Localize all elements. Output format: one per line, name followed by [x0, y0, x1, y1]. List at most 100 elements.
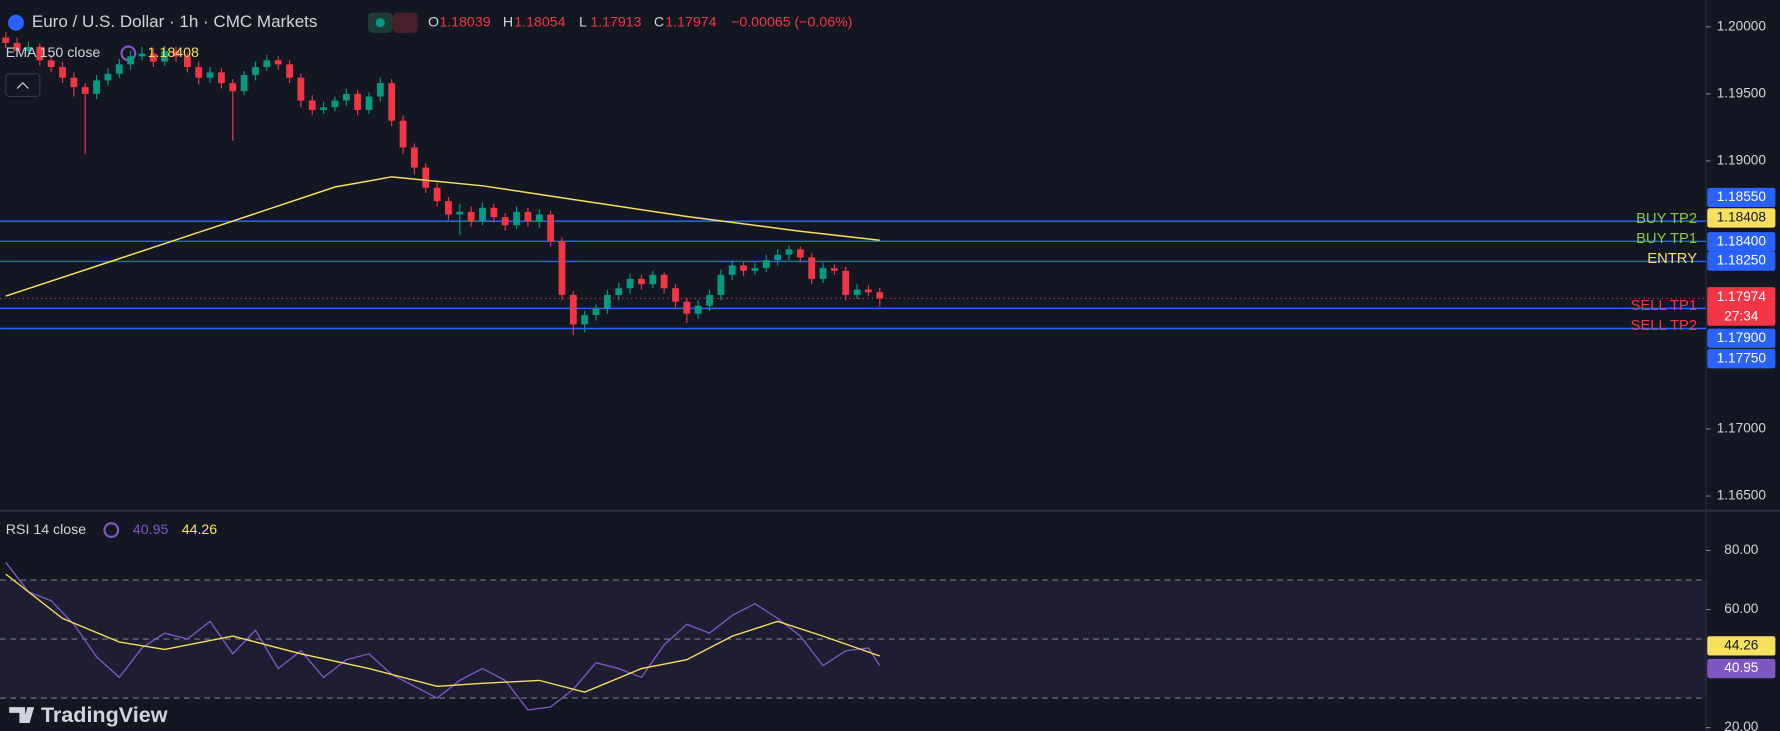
ohlc-key: H — [503, 14, 513, 30]
level-name: SELL TP1 — [1631, 298, 1697, 314]
rsi-legend-value: 40.95 — [133, 522, 169, 538]
y-tick-label: 1.17000 — [1717, 421, 1767, 436]
candle-body — [819, 268, 827, 279]
candle-body — [467, 211, 475, 222]
ohlc-value: 1.17913 — [590, 14, 641, 30]
candle-body — [581, 315, 589, 325]
candle-body — [138, 53, 146, 57]
candle-body — [785, 249, 793, 255]
candle-body — [740, 265, 747, 271]
candle-body — [410, 147, 418, 168]
candle-body — [354, 93, 362, 110]
ema-legend: EMA 150 close — [6, 45, 101, 61]
candle-body — [320, 107, 327, 110]
change: −0.00065 (−0.06%) — [731, 14, 852, 30]
status-dot — [375, 18, 385, 28]
rsi-badge-bg — [1707, 636, 1776, 656]
ohlc-key: C — [654, 14, 664, 30]
candle-body — [706, 294, 713, 306]
ema-badge-bg — [1707, 208, 1776, 228]
candle-body — [558, 241, 566, 295]
candle-body — [876, 292, 884, 299]
candle-body — [433, 187, 441, 202]
ema-line — [5, 176, 880, 297]
level-name: BUY TP1 — [1636, 231, 1697, 247]
candle-body — [649, 274, 657, 285]
candle-body — [2, 37, 10, 43]
candle-body — [59, 67, 66, 78]
candle-body — [694, 305, 702, 314]
level-name: ENTRY — [1647, 251, 1697, 267]
candle-body — [728, 265, 736, 275]
y-tick-label: 20.00 — [1724, 719, 1758, 731]
y-tick-label: 80.00 — [1724, 542, 1758, 557]
candle-body — [161, 50, 169, 62]
candle-body — [127, 56, 135, 65]
candle-body — [297, 77, 305, 101]
y-tick-label: 1.19000 — [1717, 152, 1767, 167]
rsi-legend-value: 44.26 — [182, 522, 218, 538]
candle-body — [229, 83, 237, 92]
candle-body — [592, 308, 600, 316]
ohlc-value: 1.18054 — [514, 14, 565, 30]
ohlc-value: 1.18039 — [439, 14, 490, 30]
rsi-line — [5, 573, 881, 693]
ema-legend-value: 1.18408 — [148, 45, 199, 61]
candle-body — [842, 270, 850, 295]
candle-body — [660, 274, 668, 289]
brand-logo — [9, 707, 35, 724]
level-name: BUY TP2 — [1636, 211, 1697, 227]
candle-body — [104, 73, 112, 81]
candle-body — [456, 211, 464, 215]
candle-body — [490, 207, 498, 218]
y-tick-label: 1.19500 — [1717, 85, 1767, 100]
candle-body — [830, 268, 838, 271]
level-badge: 1.18400 — [1717, 233, 1767, 248]
level-badge: 1.17900 — [1717, 330, 1767, 345]
candle-body — [513, 211, 520, 226]
candle-body — [762, 260, 770, 269]
candle-body — [422, 167, 430, 188]
level-badge-bg — [1707, 328, 1776, 348]
y-tick-label: 60.00 — [1724, 601, 1758, 616]
candle-body — [206, 72, 214, 78]
candle-body — [672, 288, 679, 302]
y-tick-label: 1.20000 — [1717, 18, 1767, 33]
collapse-button[interactable] — [5, 73, 41, 98]
candle-body — [808, 257, 816, 279]
candle-body — [479, 207, 486, 222]
candle-body — [626, 278, 634, 289]
rsi-title: RSI 14 close — [6, 522, 86, 538]
candle-body — [774, 254, 782, 261]
candle-body — [240, 75, 248, 92]
candle-body — [569, 294, 577, 325]
candle-body — [535, 214, 543, 222]
candle-body — [81, 87, 89, 94]
candle-body — [263, 60, 271, 68]
last-price-bg — [1707, 287, 1776, 326]
candle-body — [47, 60, 55, 68]
candle-body — [638, 278, 645, 285]
status-pill[interactable] — [392, 12, 418, 33]
candle-body — [399, 120, 407, 148]
candle-body — [183, 56, 191, 68]
candle-body — [603, 294, 611, 309]
candle-body — [853, 289, 861, 295]
rsi-line — [5, 561, 881, 711]
candle-body — [218, 72, 225, 84]
level-badge-bg — [1707, 251, 1776, 271]
symbol-icon — [8, 14, 24, 31]
candle-body — [751, 268, 759, 271]
candle-body — [524, 211, 532, 222]
candle-body — [547, 214, 555, 242]
candle-body — [683, 301, 691, 314]
candle-body — [70, 77, 78, 88]
rsi-badge-bg — [1707, 658, 1776, 679]
candle-body — [501, 217, 509, 226]
candle-body — [342, 93, 350, 101]
candle-body — [25, 46, 32, 51]
ohlc-value: 1.17974 — [665, 14, 716, 30]
candle-body — [717, 274, 725, 295]
